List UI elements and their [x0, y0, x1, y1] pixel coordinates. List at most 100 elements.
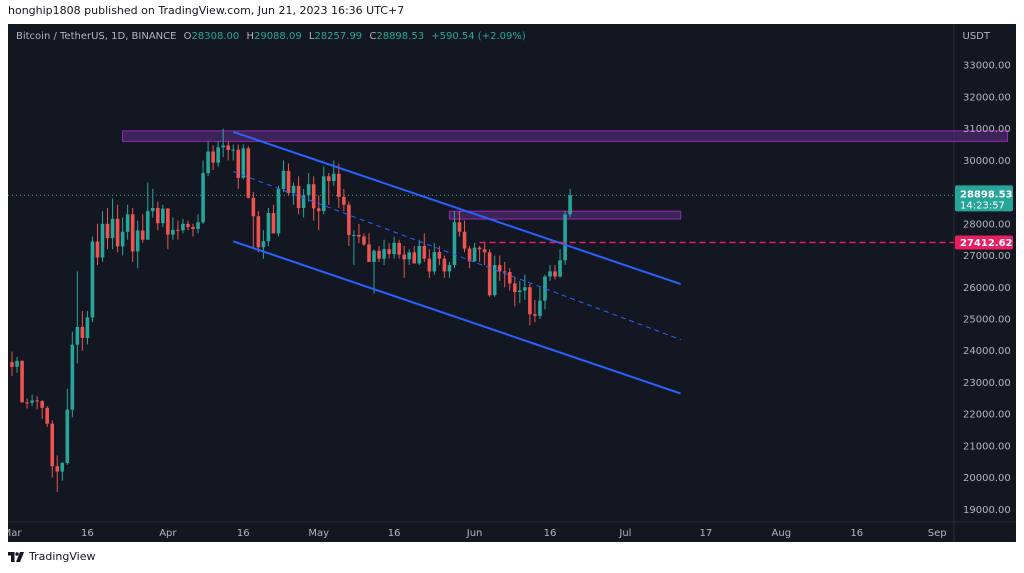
candle-body[interactable] — [311, 184, 316, 209]
candle-body[interactable] — [372, 250, 376, 262]
candle-body[interactable] — [326, 176, 331, 182]
candle-body[interactable] — [422, 246, 427, 259]
candle-body[interactable] — [271, 213, 276, 234]
candle-body[interactable] — [407, 252, 412, 260]
candle-body[interactable] — [241, 148, 246, 178]
candle-body[interactable] — [387, 249, 391, 254]
candle-body[interactable] — [568, 195, 572, 215]
candle-body[interactable] — [362, 236, 366, 245]
candle-body[interactable] — [80, 326, 85, 339]
candle-body[interactable] — [145, 211, 150, 240]
candle-body[interactable] — [125, 214, 130, 232]
candle-body[interactable] — [60, 463, 65, 472]
candle-body[interactable] — [427, 258, 432, 272]
candlestick-chart[interactable]: 19000.00 20000.00 21000.00 22000.00 23000.00… — [8, 24, 1016, 542]
candle-body[interactable] — [462, 231, 467, 249]
candle-body[interactable] — [306, 184, 311, 196]
candle-body[interactable] — [507, 272, 512, 284]
candle-body[interactable] — [291, 185, 296, 194]
candle-body[interactable] — [251, 197, 256, 217]
candle-body[interactable] — [171, 229, 175, 235]
candle-body[interactable] — [166, 208, 170, 235]
candle-body[interactable] — [261, 241, 266, 248]
candle-body[interactable] — [246, 148, 251, 198]
candle-body[interactable] — [492, 265, 497, 296]
candle-body[interactable] — [502, 271, 507, 273]
candle-body[interactable] — [558, 260, 562, 277]
candle-body[interactable] — [256, 216, 261, 248]
candle-body[interactable] — [226, 145, 231, 150]
candle-body[interactable] — [181, 223, 185, 231]
candle-body[interactable] — [321, 176, 326, 212]
candle-body[interactable] — [55, 466, 60, 472]
candle-body[interactable] — [397, 242, 401, 255]
candle-body[interactable] — [382, 249, 386, 259]
candle-body[interactable] — [231, 149, 236, 151]
candle-body[interactable] — [316, 208, 321, 212]
candle-body[interactable] — [20, 360, 24, 403]
candle-body[interactable] — [417, 246, 422, 264]
candle-body[interactable] — [25, 402, 29, 404]
candle-body[interactable] — [130, 214, 135, 252]
candle-body[interactable] — [201, 173, 205, 223]
candle-body[interactable] — [10, 362, 14, 367]
candle-body[interactable] — [331, 173, 336, 182]
candle-body[interactable] — [457, 222, 462, 232]
candle-body[interactable] — [487, 252, 492, 296]
candle-body[interactable] — [15, 360, 19, 367]
candle-body[interactable] — [211, 151, 215, 163]
candle-body[interactable] — [140, 230, 145, 240]
candle-body[interactable] — [548, 271, 552, 277]
candle-body[interactable] — [216, 147, 220, 163]
candle-body[interactable] — [337, 173, 341, 197]
candle-body[interactable] — [342, 196, 346, 205]
candle-body[interactable] — [347, 204, 351, 235]
channel-lower-line[interactable] — [232, 240, 682, 395]
candle-body[interactable] — [135, 230, 140, 252]
candle-body[interactable] — [40, 401, 44, 408]
currency-label[interactable]: USDT — [962, 31, 990, 42]
candle-body[interactable] — [266, 213, 271, 242]
candle-body[interactable] — [156, 207, 160, 224]
candle-body[interactable] — [367, 244, 371, 262]
candle-body[interactable] — [281, 170, 286, 189]
candle-body[interactable] — [437, 252, 442, 259]
candle-body[interactable] — [523, 287, 527, 291]
candle-body[interactable] — [150, 207, 155, 212]
candle-body[interactable] — [513, 283, 517, 293]
symbol-title[interactable]: Bitcoin / TetherUS, 1D, BINANCE — [16, 31, 177, 42]
candle-body[interactable] — [352, 234, 356, 236]
candle-body[interactable] — [442, 258, 447, 272]
candle-body[interactable] — [45, 407, 49, 424]
candle-body[interactable] — [161, 208, 165, 224]
candle-body[interactable] — [472, 247, 477, 262]
candle-body[interactable] — [100, 223, 105, 258]
candle-body[interactable] — [176, 229, 180, 231]
candle-body[interactable] — [518, 290, 522, 293]
candle-body[interactable] — [85, 317, 90, 339]
candle-body[interactable] — [528, 287, 532, 315]
candle-body[interactable] — [65, 409, 70, 464]
candle-body[interactable] — [543, 276, 547, 301]
last-price-tag[interactable] — [955, 185, 1013, 212]
candle-body[interactable] — [296, 185, 301, 208]
candle-body[interactable] — [75, 326, 80, 345]
candle-body[interactable] — [467, 248, 472, 262]
candle-body[interactable] — [276, 188, 281, 234]
candle-body[interactable] — [35, 400, 39, 402]
candle-body[interactable] — [447, 265, 452, 272]
channel-mid-line[interactable] — [233, 171, 681, 341]
line-price-tag[interactable] — [955, 235, 1013, 250]
candle-body[interactable] — [432, 252, 437, 272]
candle-body[interactable] — [392, 242, 396, 254]
candle-body[interactable] — [236, 149, 241, 178]
candle-body[interactable] — [196, 222, 200, 229]
candle-body[interactable] — [120, 231, 125, 247]
candle-body[interactable] — [538, 300, 542, 316]
candle-body[interactable] — [105, 223, 110, 239]
candle-body[interactable] — [412, 252, 417, 264]
candle-body[interactable] — [477, 247, 482, 250]
candle-body[interactable] — [206, 151, 210, 174]
candle-body[interactable] — [286, 170, 291, 194]
candle-body[interactable] — [563, 214, 567, 261]
